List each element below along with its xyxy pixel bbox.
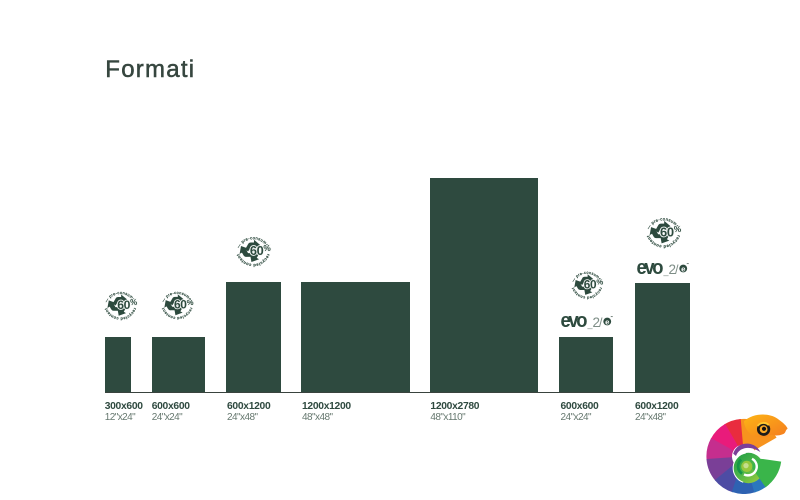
svg-text:_2/: _2/ <box>662 262 679 277</box>
svg-text:evo: evo <box>560 310 586 332</box>
svg-text:e: e <box>605 317 610 326</box>
svg-text:_2/: _2/ <box>587 315 604 330</box>
svg-text:evo: evo <box>636 257 662 279</box>
svg-text:e: e <box>681 264 686 273</box>
